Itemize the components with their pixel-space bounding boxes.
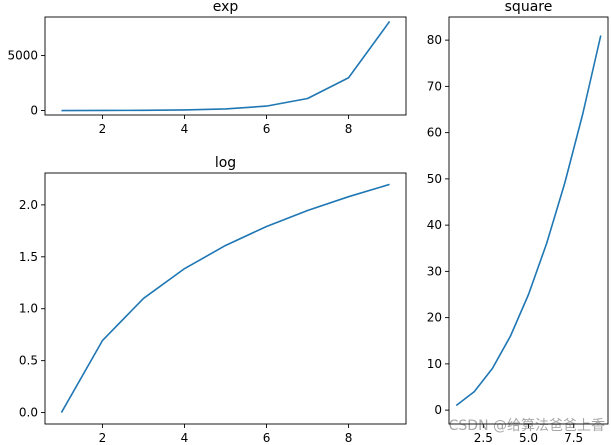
square-x-tick-label: 7.5 [564, 431, 583, 445]
exp-series-line [61, 20, 391, 112]
panel-square: 2.5 5.0 7.5 0 10 20 30 40 50 60 70 80 square [427, 0, 609, 445]
log-axes-frame [44, 172, 407, 425]
square-y-tick-label: 80 [427, 33, 442, 47]
exp-chart-title: exp [213, 0, 239, 15]
log-y-tick-label: 1.5 [19, 250, 38, 264]
square-y-tick-label: 50 [427, 172, 442, 186]
log-chart-title: log [215, 155, 236, 171]
panel-exp: 2 4 6 8 0 5000 exp [7, 0, 407, 136]
square-y-tick-label: 40 [427, 218, 442, 232]
square-series-line [455, 35, 602, 407]
log-y-tick-label: 0.5 [19, 354, 38, 368]
square-y-tick-label: 70 [427, 79, 442, 93]
exp-x-tick-label: 2 [99, 122, 107, 136]
square-x-tick-label: 5.0 [519, 431, 538, 445]
square-chart-title: square [505, 0, 553, 15]
log-y-tick-label: 0.0 [19, 406, 38, 420]
exp-y-tick-label: 0 [30, 104, 38, 118]
square-axes-frame [448, 16, 609, 425]
exp-x-tick-label: 6 [263, 122, 271, 136]
exp-x-tick-label: 8 [345, 122, 353, 136]
log-y-tick-label: 1.0 [19, 302, 38, 316]
square-x-tick-label: 2.5 [474, 431, 493, 445]
log-x-tick-label: 8 [345, 431, 353, 445]
log-series-line [60, 183, 390, 413]
log-x-tick-label: 4 [181, 431, 189, 445]
panel-log: 2 4 6 8 0.0 0.5 1.0 1.5 2.0 log [19, 155, 407, 445]
square-y-tick-label: 10 [427, 357, 442, 371]
square-y-tick-label: 20 [427, 311, 442, 325]
exp-axes-frame [44, 16, 407, 116]
log-x-tick-label: 2 [99, 431, 107, 445]
square-y-tick-label: 60 [427, 126, 442, 140]
square-y-tick-label: 0 [434, 403, 442, 417]
exp-x-tick-label: 4 [181, 122, 189, 136]
log-y-tick-label: 2.0 [19, 198, 38, 212]
log-x-tick-label: 6 [263, 431, 271, 445]
square-y-tick-label: 30 [427, 264, 442, 278]
watermark-text: CSDN @给算法爸爸上香 [448, 418, 605, 434]
exp-y-tick-label: 5000 [7, 49, 38, 63]
